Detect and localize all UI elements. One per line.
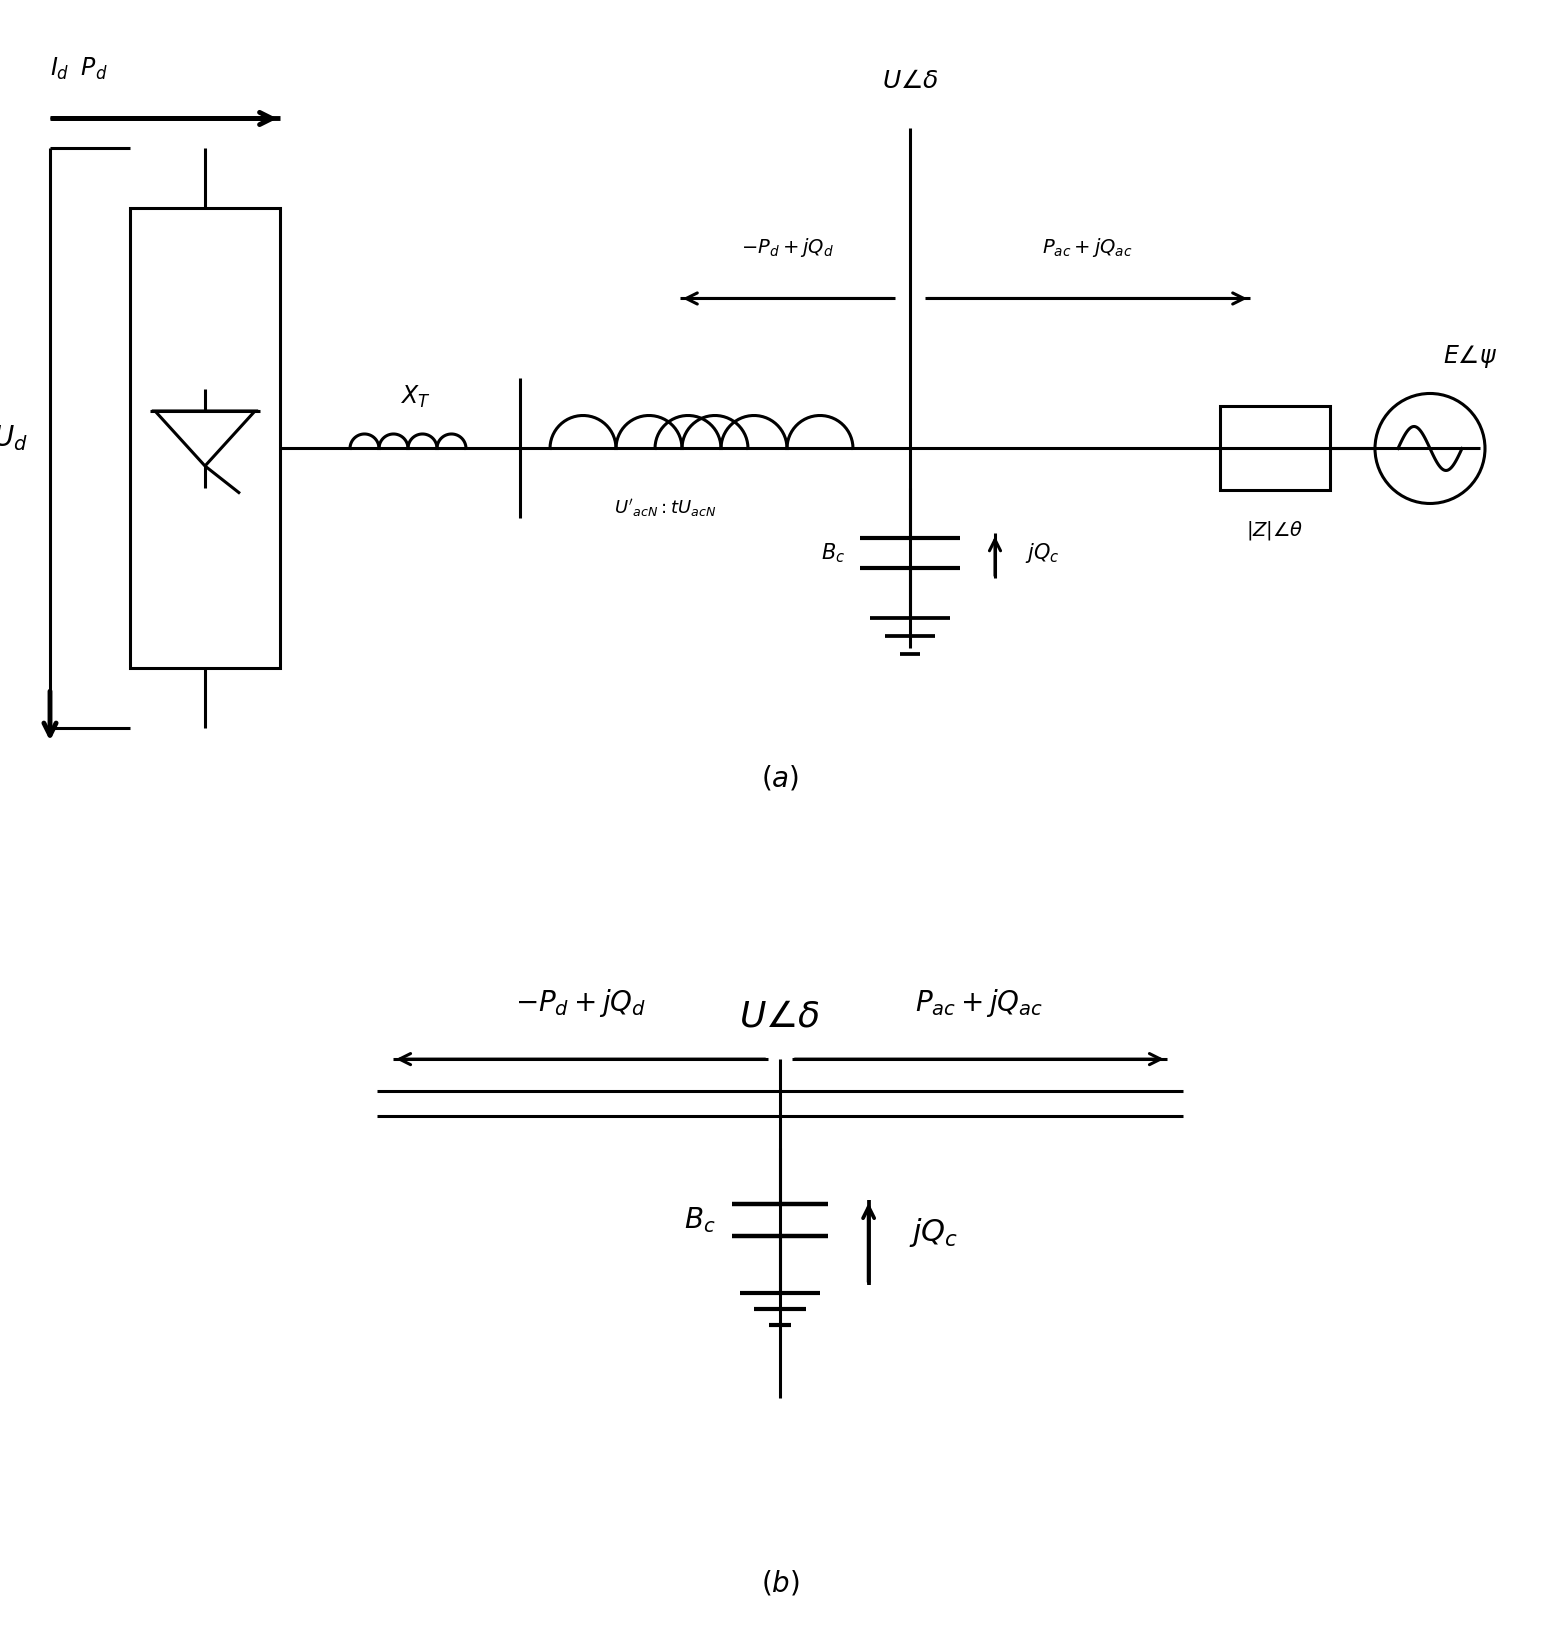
- Text: $P_{ac}+jQ_{ac}$: $P_{ac}+jQ_{ac}$: [1042, 236, 1133, 259]
- Text: $U\angle\delta$: $U\angle\delta$: [881, 69, 939, 94]
- Text: $X_T$: $X_T$: [399, 384, 431, 410]
- Text: $U'_{acN}:tU_{acN}$: $U'_{acN}:tU_{acN}$: [615, 498, 716, 519]
- Text: $|Z|\angle\theta$: $|Z|\angle\theta$: [1246, 519, 1304, 542]
- Text: $-P_d+jQ_d$: $-P_d+jQ_d$: [515, 987, 646, 1018]
- Bar: [1220, 407, 1331, 491]
- Text: $I_d \;\; P_d$: $I_d \;\; P_d$: [50, 56, 108, 82]
- Text: $P_{ac}+jQ_{ac}$: $P_{ac}+jQ_{ac}$: [916, 987, 1044, 1018]
- Text: $(a)$: $(a)$: [761, 765, 799, 793]
- Text: $jQ_c$: $jQ_c$: [909, 1216, 958, 1249]
- Text: $E\angle\psi$: $E\angle\psi$: [1443, 343, 1498, 371]
- Bar: [129, 209, 279, 669]
- Text: $(b)$: $(b)$: [761, 1569, 799, 1597]
- Text: $B_c$: $B_c$: [683, 1205, 716, 1234]
- Text: $U_d$: $U_d$: [0, 424, 28, 453]
- Text: $U\angle\delta$: $U\angle\delta$: [739, 1000, 821, 1033]
- Text: $jQ_c$: $jQ_c$: [1025, 542, 1059, 565]
- Text: $-P_d+jQ_d$: $-P_d+jQ_d$: [741, 236, 835, 259]
- Text: $B_c$: $B_c$: [821, 542, 846, 565]
